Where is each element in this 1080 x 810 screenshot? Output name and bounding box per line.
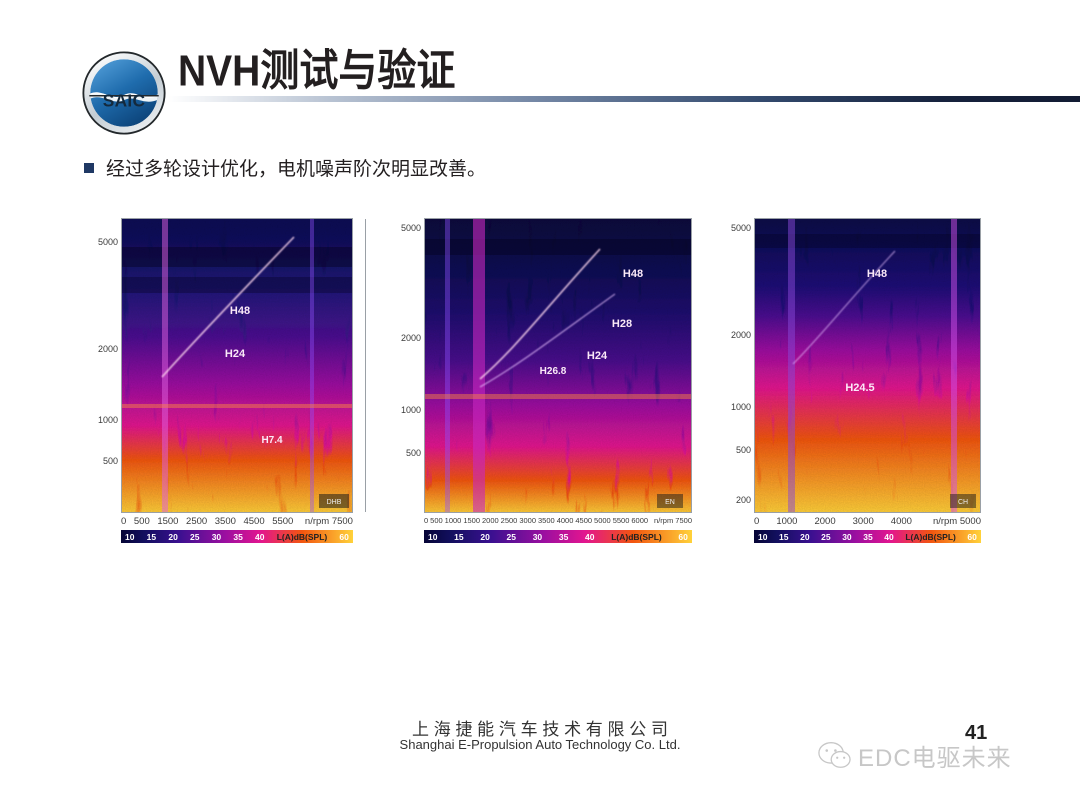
svg-text:H26.8: H26.8 bbox=[540, 366, 567, 377]
svg-text:H24.5: H24.5 bbox=[845, 382, 874, 394]
svg-text:H48: H48 bbox=[623, 268, 643, 280]
svg-text:CH: CH bbox=[958, 499, 968, 506]
svg-text:H48: H48 bbox=[230, 305, 250, 317]
svg-text:H7.4: H7.4 bbox=[261, 435, 283, 446]
svg-text:SAIC: SAIC bbox=[103, 91, 146, 111]
svg-text:H24: H24 bbox=[225, 348, 246, 360]
svg-text:H24: H24 bbox=[587, 350, 608, 362]
svg-text:DHB: DHB bbox=[327, 499, 342, 506]
svg-text:H28: H28 bbox=[612, 318, 632, 330]
svg-text:H48: H48 bbox=[867, 268, 887, 280]
svg-text:EN: EN bbox=[665, 499, 675, 506]
